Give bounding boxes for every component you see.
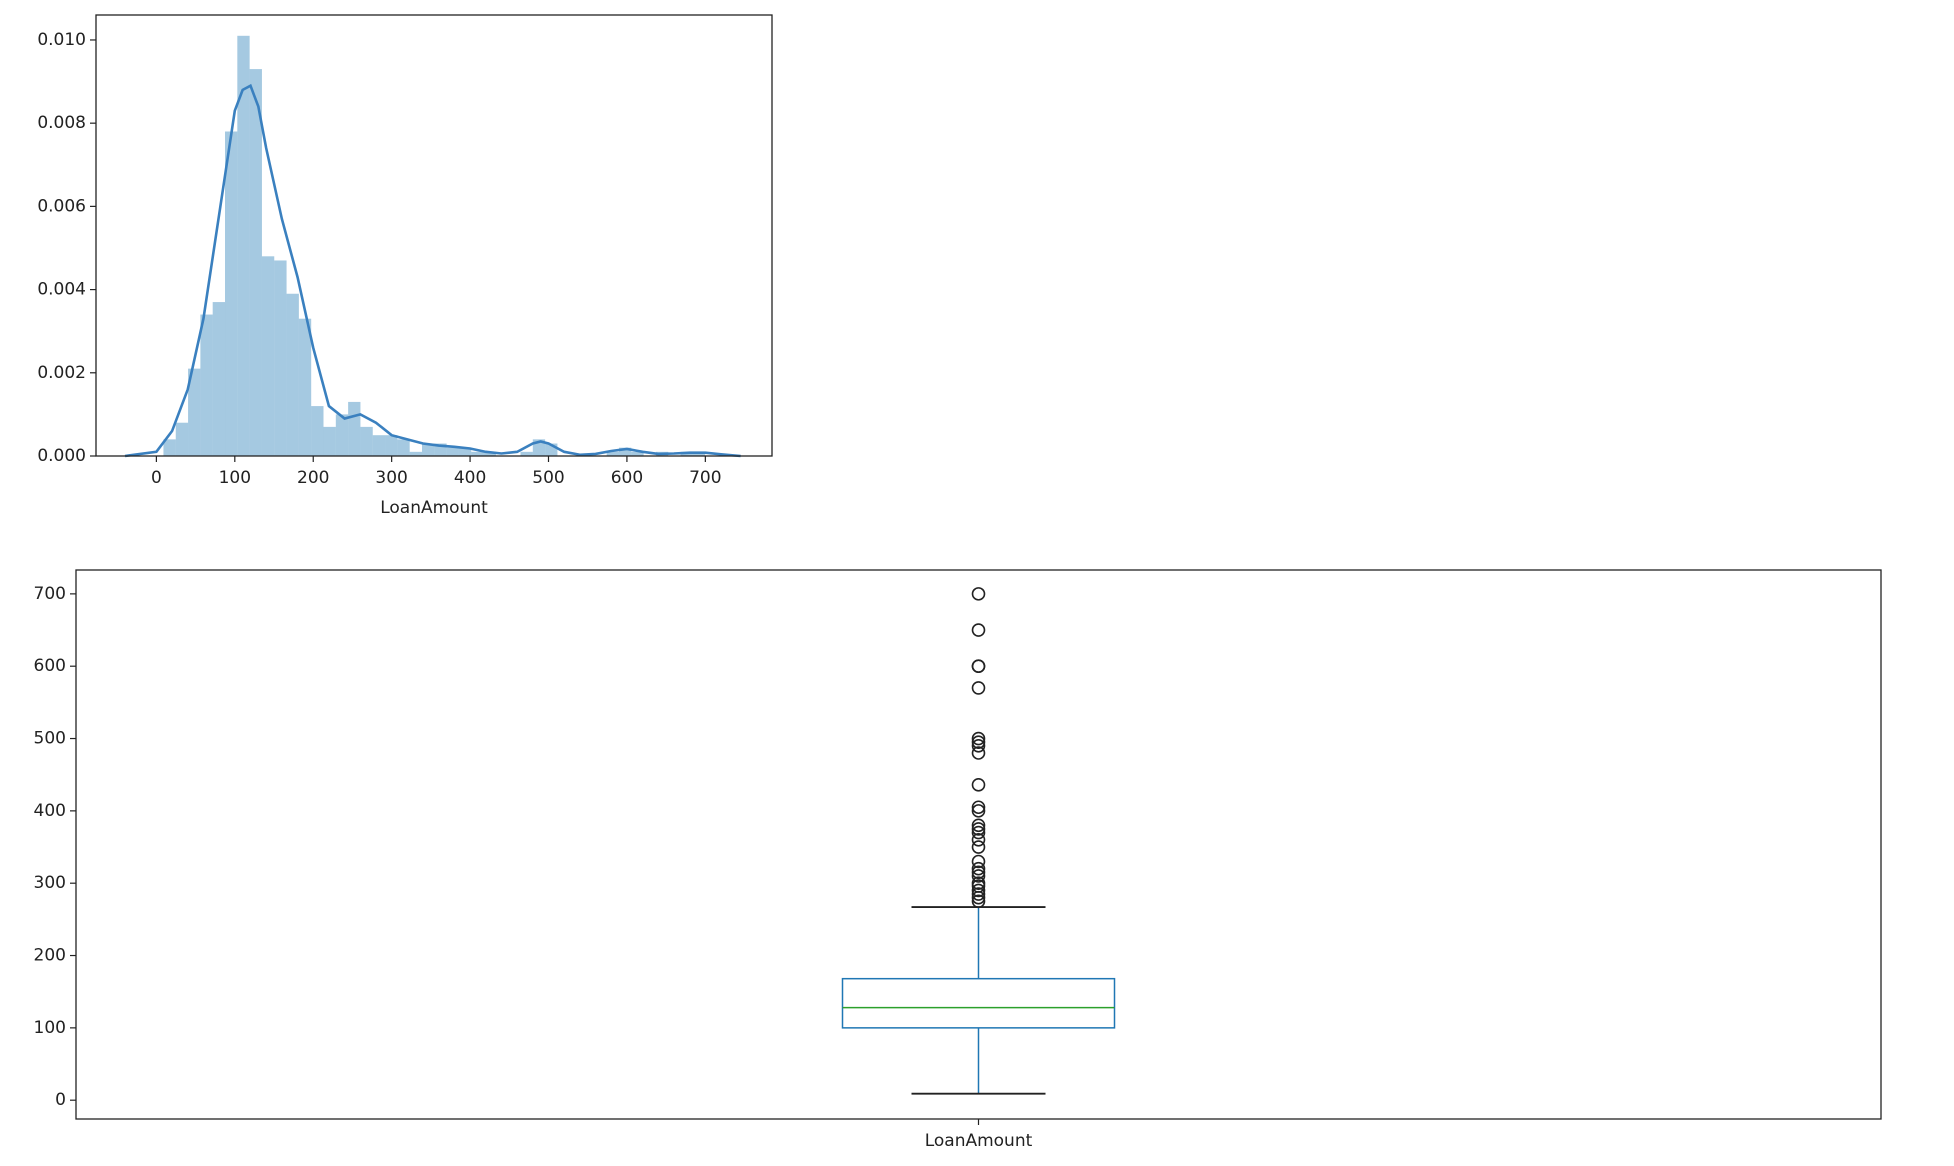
outlier (971, 587, 986, 601)
x-tick-label: 0 (151, 468, 162, 488)
kde-line (124, 83, 741, 458)
y-tick-label: 0.010 (37, 30, 86, 50)
outlier (971, 659, 986, 674)
outlier (971, 738, 986, 753)
hist-bar (175, 422, 189, 456)
outlier (971, 778, 986, 792)
hist-bar (631, 451, 644, 456)
outlier (971, 887, 986, 901)
outlier (971, 623, 986, 637)
hist-bar (397, 439, 410, 456)
outlier (971, 861, 986, 876)
hist-bar (618, 447, 632, 456)
x-tick-label: 200 (297, 468, 329, 488)
hist-bar (237, 35, 250, 457)
x-tick-label: 400 (454, 468, 486, 488)
outlier (971, 890, 986, 905)
hist-bar (200, 314, 213, 456)
outlier (971, 804, 986, 818)
y-tick-label: 0.008 (37, 113, 86, 133)
hist-bar (335, 414, 349, 456)
hist-bar (422, 443, 435, 456)
outlier (971, 731, 986, 746)
box (841, 977, 1116, 1029)
outlier (971, 681, 986, 695)
hist-bar (225, 131, 238, 456)
y-tick-label: 300 (34, 873, 66, 893)
x-tick-label: 500 (532, 468, 564, 488)
outlier (971, 735, 986, 749)
y-tick-label: 0.002 (37, 363, 86, 383)
hist-bar (520, 451, 533, 456)
hist-bar (249, 69, 262, 457)
hist-bar (286, 293, 299, 456)
outlier (971, 800, 986, 815)
y-tick-label: 0.000 (37, 446, 86, 466)
outlier (971, 825, 986, 840)
outlier (971, 832, 986, 847)
y-tick-label: 200 (34, 946, 66, 966)
hist-bar (212, 302, 226, 456)
y-tick-label: 0 (55, 1090, 66, 1110)
y-tick-label: 500 (34, 729, 66, 749)
y-tick-label: 0.004 (37, 280, 86, 300)
outlier (971, 883, 986, 898)
hist-bar (274, 260, 287, 456)
outlier (971, 869, 986, 883)
y-tick-label: 100 (34, 1018, 66, 1038)
hist-bar (446, 447, 459, 456)
x-tick-label: 300 (375, 468, 407, 488)
hist-bar (409, 451, 423, 456)
y-tick-label: 0.006 (37, 196, 86, 216)
y-tick-label: 400 (34, 801, 66, 821)
y-tick-label: 600 (34, 656, 66, 676)
x-tick-label: 600 (611, 468, 643, 488)
hist-bar (360, 426, 373, 456)
hist-bar (311, 406, 324, 456)
outlier (971, 746, 986, 760)
x-axis-label: LoanAmount (380, 498, 488, 518)
x-tick-label: LoanAmount (925, 1131, 1033, 1151)
outlier (971, 894, 986, 909)
x-tick-label: 700 (689, 468, 721, 488)
x-tick-label: 100 (219, 468, 251, 488)
outlier (971, 818, 986, 833)
outlier (971, 865, 986, 880)
outlier (971, 854, 986, 869)
hist-bar (348, 401, 361, 456)
hist-bar (261, 256, 275, 456)
hist-bar (606, 451, 619, 456)
hist-bar (323, 426, 336, 456)
hist-bar (483, 451, 496, 456)
outlier (971, 822, 986, 836)
y-tick-label: 700 (34, 584, 66, 604)
hist-bar (471, 451, 484, 456)
hist-bar (458, 447, 472, 456)
hist-bar (372, 435, 386, 456)
hist-bar (163, 439, 176, 456)
hist-bar (298, 318, 312, 456)
hist-bar (385, 435, 398, 456)
axes-frame (95, 14, 773, 457)
outlier (971, 840, 986, 854)
hist-bar (188, 368, 201, 456)
